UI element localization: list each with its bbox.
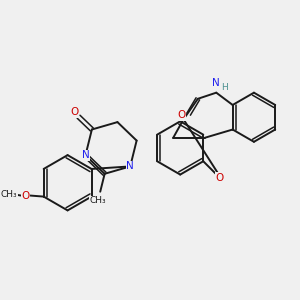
Text: N: N xyxy=(126,161,134,171)
Text: N: N xyxy=(212,79,220,88)
Text: O: O xyxy=(21,190,29,201)
Text: CH₃: CH₃ xyxy=(90,196,106,205)
Text: O: O xyxy=(177,110,186,120)
Text: N: N xyxy=(82,150,89,160)
Text: CH₃: CH₃ xyxy=(1,190,17,199)
Text: O: O xyxy=(215,172,224,183)
Text: O: O xyxy=(70,107,78,118)
Text: H: H xyxy=(221,83,228,92)
